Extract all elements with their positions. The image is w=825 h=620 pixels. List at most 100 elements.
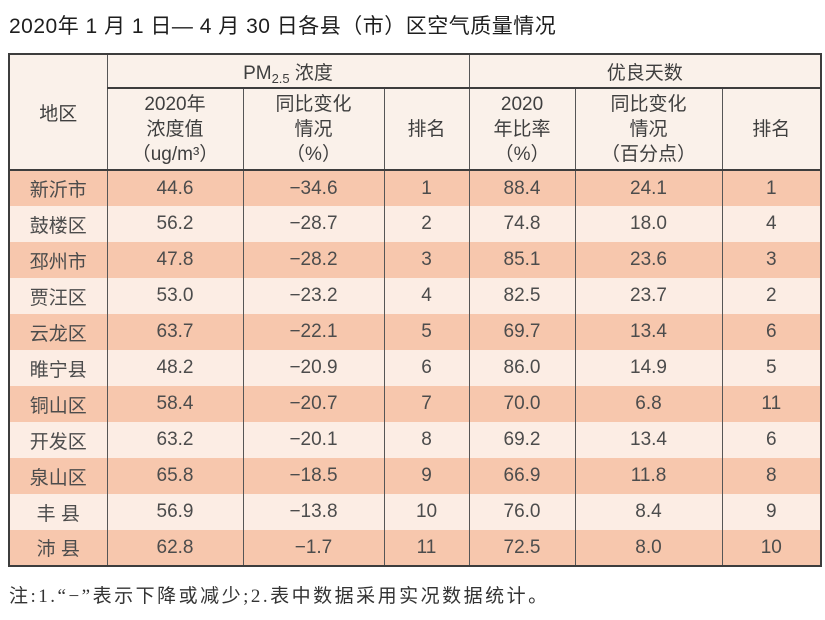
gd-ratio-cell: 85.1 <box>468 242 576 278</box>
gd-change-cell: 24.1 <box>574 170 723 206</box>
gd-ratio-cell: 66.9 <box>468 458 576 494</box>
pm-value-cell: 65.8 <box>106 458 244 494</box>
pm-rank-cell: 10 <box>383 494 470 530</box>
region-cell: 开发区 <box>8 422 108 458</box>
region-cell: 沛 县 <box>8 530 108 566</box>
gd-rank-cell: 5 <box>721 350 822 386</box>
table-footnote: 注:1.“−”表示下降或减少;2.表中数据采用实况数据统计。 <box>9 586 550 607</box>
column-header-region: 地区 <box>8 54 108 171</box>
pm25-subscript: 2.5 <box>271 70 290 86</box>
pm-value-cell: 63.7 <box>106 314 244 350</box>
table-row: 邳州市 47.8 −28.2 3 85.1 23.6 3 <box>8 242 822 278</box>
gd-ratio-cell: 70.0 <box>468 386 576 422</box>
region-cell: 邳州市 <box>8 242 108 278</box>
pm-change-cell: −34.6 <box>242 170 385 206</box>
column-group-good-days: 优良天数 <box>468 54 822 89</box>
table-row: 铜山区 58.4 −20.7 7 70.0 6.8 11 <box>8 386 822 422</box>
pm-rank-cell: 1 <box>383 170 470 206</box>
table-row: 泉山区 65.8 −18.5 9 66.9 11.8 8 <box>8 458 822 494</box>
gd-rank-cell: 8 <box>721 458 822 494</box>
table-row: 云龙区 63.7 −22.1 5 69.7 13.4 6 <box>8 314 822 350</box>
gd-change-cell: 6.8 <box>574 386 723 422</box>
pm-value-cell: 58.4 <box>106 386 244 422</box>
header-group-row: 地区 PM2.5 浓度 优良天数 <box>8 54 822 171</box>
column-header-gd-rank: 排名 <box>721 88 822 171</box>
gd-rank-cell: 1 <box>721 170 822 206</box>
table-row: 鼓楼区 56.2 −28.7 2 74.8 18.0 4 <box>8 206 822 242</box>
region-cell: 铜山区 <box>8 386 108 422</box>
gd-change-cell: 23.6 <box>574 242 723 278</box>
gd-change-cell: 8.4 <box>574 494 723 530</box>
pm-value-cell: 48.2 <box>106 350 244 386</box>
gd-ratio-cell: 82.5 <box>468 278 576 314</box>
pm-rank-cell: 5 <box>383 314 470 350</box>
pm-change-cell: −20.7 <box>242 386 385 422</box>
pm-value-cell: 47.8 <box>106 242 244 278</box>
column-header-gd-ratio: 2020 年比率 （%） <box>468 88 576 171</box>
pm-rank-cell: 6 <box>383 350 470 386</box>
pm-rank-cell: 7 <box>383 386 470 422</box>
region-cell: 云龙区 <box>8 314 108 350</box>
pm-change-cell: −1.7 <box>242 530 385 566</box>
pm-rank-cell: 8 <box>383 422 470 458</box>
region-cell: 泉山区 <box>8 458 108 494</box>
pm-change-cell: −13.8 <box>242 494 385 530</box>
pm-rank-cell: 3 <box>383 242 470 278</box>
pm-change-cell: −20.9 <box>242 350 385 386</box>
pm-value-cell: 53.0 <box>106 278 244 314</box>
gd-change-cell: 11.8 <box>574 458 723 494</box>
table-row: 丰 县 56.9 −13.8 10 76.0 8.4 9 <box>8 494 822 530</box>
gd-change-cell: 8.0 <box>574 530 723 566</box>
air-quality-table: 地区 PM2.5 浓度 优良天数 2020年 浓度值 （ug/m³） 同比变化 … <box>8 53 823 567</box>
gd-rank-cell: 4 <box>721 206 822 242</box>
pm-value-cell: 62.8 <box>106 530 244 566</box>
region-cell: 贾汪区 <box>8 278 108 314</box>
gd-ratio-cell: 74.8 <box>468 206 576 242</box>
gd-ratio-cell: 72.5 <box>468 530 576 566</box>
pm-change-cell: −18.5 <box>242 458 385 494</box>
pm-rank-cell: 11 <box>383 530 470 566</box>
column-group-pm25: PM2.5 浓度 <box>106 54 470 89</box>
pm-change-cell: −23.2 <box>242 278 385 314</box>
gd-ratio-cell: 69.2 <box>468 422 576 458</box>
table-row: 新沂市 44.6 −34.6 1 88.4 24.1 1 <box>8 170 822 206</box>
pm-rank-cell: 9 <box>383 458 470 494</box>
table-row: 贾汪区 53.0 −23.2 4 82.5 23.7 2 <box>8 278 822 314</box>
gd-change-cell: 14.9 <box>574 350 723 386</box>
column-header-gd-change: 同比变化 情况 （百分点） <box>574 88 723 171</box>
gd-change-cell: 23.7 <box>574 278 723 314</box>
pm-change-cell: −28.7 <box>242 206 385 242</box>
table-row: 沛 县 62.8 −1.7 11 72.5 8.0 10 <box>8 530 822 566</box>
pm-change-cell: −20.1 <box>242 422 385 458</box>
pm-value-cell: 63.2 <box>106 422 244 458</box>
pm-change-cell: −28.2 <box>242 242 385 278</box>
gd-rank-cell: 2 <box>721 278 822 314</box>
gd-ratio-cell: 76.0 <box>468 494 576 530</box>
gd-rank-cell: 9 <box>721 494 822 530</box>
gd-rank-cell: 3 <box>721 242 822 278</box>
gd-rank-cell: 6 <box>721 422 822 458</box>
gd-rank-cell: 6 <box>721 314 822 350</box>
gd-change-cell: 13.4 <box>574 314 723 350</box>
gd-change-cell: 18.0 <box>574 206 723 242</box>
region-cell: 丰 县 <box>8 494 108 530</box>
pm-value-cell: 44.6 <box>106 170 244 206</box>
pm-rank-cell: 2 <box>383 206 470 242</box>
pm-value-cell: 56.2 <box>106 206 244 242</box>
gd-rank-cell: 11 <box>721 386 822 422</box>
page-title: 2020年 1 月 1 日— 4 月 30 日各县（市）区空气质量情况 <box>9 15 557 38</box>
pm-change-cell: −22.1 <box>242 314 385 350</box>
table-header: 地区 PM2.5 浓度 优良天数 2020年 浓度值 （ug/m³） 同比变化 … <box>8 54 822 171</box>
gd-ratio-cell: 86.0 <box>468 350 576 386</box>
table-row: 开发区 63.2 −20.1 8 69.2 13.4 6 <box>8 422 822 458</box>
table-row: 睢宁县 48.2 −20.9 6 86.0 14.9 5 <box>8 350 822 386</box>
gd-rank-cell: 10 <box>721 530 822 566</box>
pm-rank-cell: 4 <box>383 278 470 314</box>
region-cell: 睢宁县 <box>8 350 108 386</box>
gd-change-cell: 13.4 <box>574 422 723 458</box>
column-header-pm-value: 2020年 浓度值 （ug/m³） <box>106 88 244 171</box>
pm25-label: PM2.5 浓度 <box>243 62 333 86</box>
header-sub-row: 2020年 浓度值 （ug/m³） 同比变化 情况 （%） 排名 2020 年比… <box>9 88 822 171</box>
column-header-pm-rank: 排名 <box>383 88 470 171</box>
